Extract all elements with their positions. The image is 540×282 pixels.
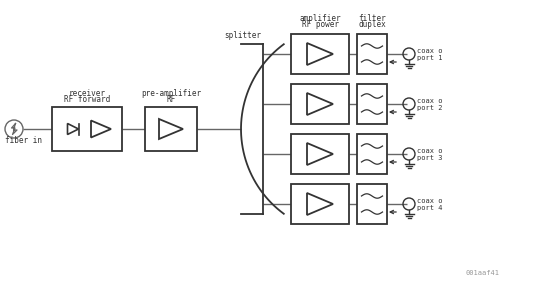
Text: coax o: coax o <box>417 148 442 154</box>
Text: RF forward: RF forward <box>64 95 110 104</box>
Bar <box>357 84 387 124</box>
Bar <box>291 34 349 74</box>
Text: amplifier: amplifier <box>299 14 341 23</box>
Text: fiber in: fiber in <box>5 136 42 145</box>
Text: pre-amplifier: pre-amplifier <box>141 89 201 98</box>
Text: coax o: coax o <box>417 98 442 104</box>
Text: filter: filter <box>358 14 386 23</box>
Bar <box>291 134 349 174</box>
Bar <box>52 107 122 151</box>
Text: RF: RF <box>166 95 176 104</box>
Text: RF power: RF power <box>301 20 339 29</box>
Text: duplex: duplex <box>358 20 386 29</box>
Text: port 1: port 1 <box>417 55 442 61</box>
Bar <box>357 134 387 174</box>
Bar <box>145 107 197 151</box>
Text: coax o: coax o <box>417 48 442 54</box>
Bar <box>357 34 387 74</box>
Text: 001aaf41: 001aaf41 <box>466 270 500 276</box>
Bar <box>291 84 349 124</box>
Bar <box>357 184 387 224</box>
Text: port 3: port 3 <box>417 155 442 161</box>
Text: splitter: splitter <box>224 31 261 40</box>
Bar <box>291 184 349 224</box>
Text: port 2: port 2 <box>417 105 442 111</box>
Text: receiver: receiver <box>69 89 105 98</box>
Text: coax o: coax o <box>417 198 442 204</box>
Text: port 4: port 4 <box>417 205 442 211</box>
